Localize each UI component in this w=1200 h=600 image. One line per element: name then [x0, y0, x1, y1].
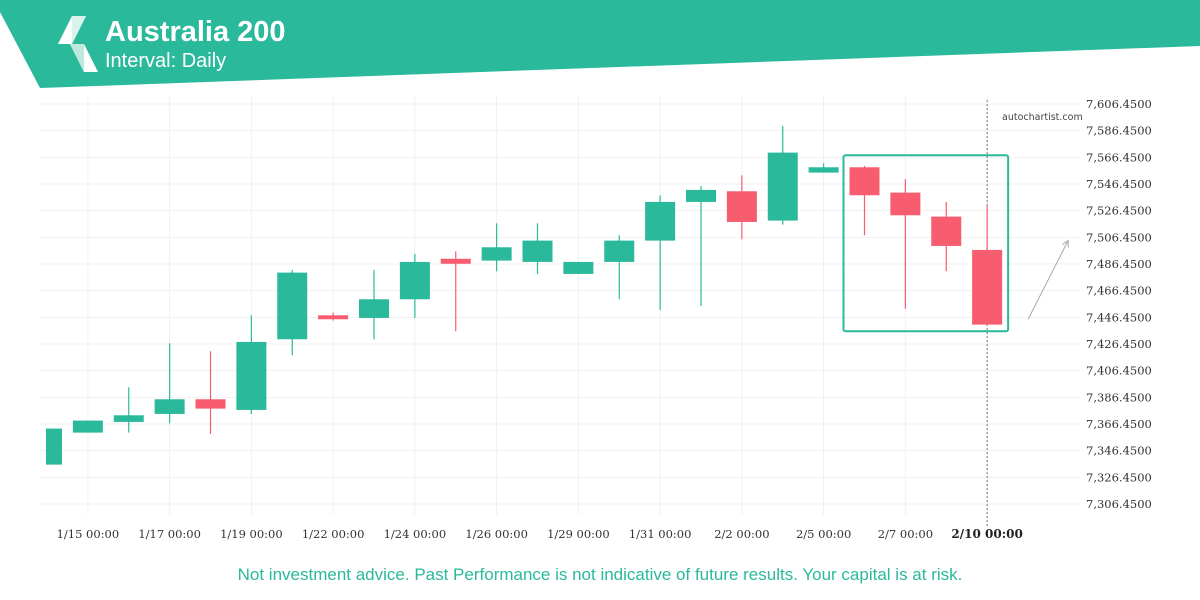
candle-bullish [46, 428, 62, 465]
y-tick-label: 7,486.4500 [1086, 257, 1152, 271]
disclaimer: Not investment advice. Past Performance … [237, 565, 963, 584]
candle-bearish [440, 251, 471, 332]
candle-body [849, 167, 880, 196]
candle-bullish [359, 269, 389, 340]
candle-bullish [522, 223, 553, 274]
candle-body [318, 315, 349, 320]
y-tick-label: 7,586.4500 [1086, 124, 1152, 138]
x-tick-label: 2/7 00:00 [878, 527, 933, 541]
candle-bullish [481, 223, 512, 272]
x-tick-label: 1/24 00:00 [384, 527, 447, 541]
candle-bullish [645, 195, 676, 310]
candle-bullish [563, 261, 594, 274]
candle-body [890, 192, 921, 216]
candle-bullish [399, 253, 430, 318]
projection-arrow [1027, 240, 1069, 320]
y-axis: 7,606.4500 7,586.4500 7,566.4500 7,546.4500… [1086, 97, 1152, 511]
candle-body [236, 341, 267, 410]
candle-bearish [726, 175, 757, 240]
candle-bullish [808, 163, 839, 173]
x-tick-label: 2/5 00:00 [796, 527, 851, 541]
candle-body [113, 415, 144, 422]
candle-bearish [195, 351, 226, 434]
y-tick-label: 7,566.4500 [1086, 150, 1152, 164]
candle-bearish [972, 205, 1003, 325]
candle-body [46, 428, 62, 465]
x-tick-label: 1/15 00:00 [57, 527, 120, 541]
candle-body [440, 258, 471, 264]
y-tick-label: 7,386.4500 [1086, 390, 1152, 404]
candle-bullish [604, 235, 635, 300]
y-tick-label: 7,306.4500 [1086, 497, 1152, 511]
projection-arrowhead [1062, 239, 1069, 248]
candle-body [604, 240, 635, 262]
candle-bullish [72, 420, 103, 433]
x-tick-label: 1/31 00:00 [629, 527, 692, 541]
y-tick-label: 7,326.4500 [1086, 470, 1152, 484]
candle-body [726, 191, 757, 222]
x-axis: 1/15 00:00 1/17 00:00 1/19 00:00 1/22 00:00… [57, 527, 1023, 541]
candle-body [767, 152, 798, 221]
autochartist-logo-icon [56, 14, 100, 74]
candle-bullish [236, 315, 267, 414]
x-tick-label: 1/22 00:00 [302, 527, 365, 541]
header-banner: Australia 200 Interval: Daily [0, 0, 1200, 90]
candle-bullish [154, 343, 185, 424]
candle-bearish [931, 201, 962, 272]
y-tick-label: 7,526.4500 [1086, 204, 1152, 218]
x-tick-label: 1/26 00:00 [465, 527, 528, 541]
candle-bearish [318, 312, 349, 321]
y-tick-label: 7,346.4500 [1086, 444, 1152, 458]
candle-body [931, 216, 962, 246]
candle-bullish [113, 387, 144, 433]
chart-title: Australia 200 [105, 16, 286, 48]
candlestick-chart: 7,606.4500 7,586.4500 7,566.4500 7,546.4500… [40, 96, 1152, 541]
y-tick-label: 7,466.4500 [1086, 284, 1152, 298]
x-tick-label: 1/29 00:00 [547, 527, 610, 541]
candle-bullish [767, 125, 798, 225]
x-tick-label: 1/17 00:00 [138, 527, 201, 541]
candle-body [72, 420, 103, 433]
candle-bullish [277, 269, 308, 356]
banner-shape [0, 0, 1200, 88]
candle-body [808, 167, 839, 173]
candle-bearish [890, 179, 921, 309]
candle-body [195, 399, 226, 409]
y-tick-label: 7,506.4500 [1086, 230, 1152, 244]
y-tick-label: 7,406.4500 [1086, 364, 1152, 378]
y-tick-label: 7,446.4500 [1086, 310, 1152, 324]
candle-body [563, 261, 594, 274]
candle-body [154, 399, 185, 414]
candle-body [645, 201, 676, 241]
candle-bearish [849, 165, 880, 236]
y-tick-label: 7,366.4500 [1086, 417, 1152, 431]
candles [46, 125, 1003, 465]
chart-grid [40, 96, 1080, 527]
candle-body [359, 299, 389, 318]
pattern-highlight-box [842, 154, 1010, 333]
x-tick-label: 2/2 00:00 [714, 527, 769, 541]
x-tick-label: 1/19 00:00 [220, 527, 283, 541]
candle-body [481, 247, 512, 261]
candle-body [972, 249, 1003, 325]
y-tick-label: 7,426.4500 [1086, 337, 1152, 351]
candle-body [399, 261, 430, 300]
chart-interval: Interval: Daily [105, 50, 227, 72]
y-tick-label: 7,606.4500 [1086, 97, 1152, 111]
candle-body [522, 240, 553, 262]
pattern-overlay [842, 154, 1069, 333]
candle-body [686, 189, 716, 202]
current-time-label: 2/10 00:00 [951, 527, 1022, 541]
watermark: autochartist.com [1002, 112, 1083, 123]
y-tick-label: 7,546.4500 [1086, 177, 1152, 191]
candle-bullish [686, 185, 716, 306]
candle-body [277, 272, 308, 340]
